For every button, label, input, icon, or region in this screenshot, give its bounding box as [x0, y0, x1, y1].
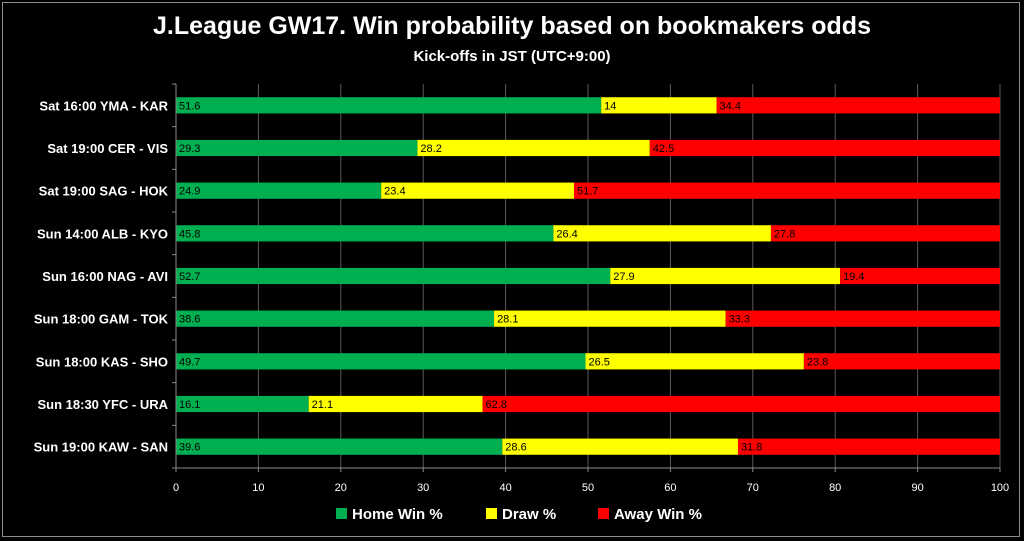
bar-segment — [840, 267, 1000, 285]
data-label: 31.8 — [741, 442, 762, 454]
x-tick-label: 20 — [335, 482, 347, 494]
legend: Home Win % Draw % Away Win % — [336, 506, 702, 523]
data-label: 29.3 — [179, 143, 200, 155]
data-label: 21.1 — [312, 399, 333, 411]
x-tick-label: 70 — [747, 482, 759, 494]
x-tick-label: 50 — [582, 482, 594, 494]
category-label: Sat 19:00 CER - VIS — [47, 141, 168, 156]
x-tick-label: 10 — [252, 482, 264, 494]
data-label: 34.4 — [720, 100, 741, 112]
data-label: 62.8 — [486, 399, 507, 411]
category-label: Sun 18:00 GAM - TOK — [34, 312, 169, 327]
bar-segment — [381, 182, 574, 199]
legend-label: Away Win % — [614, 506, 702, 523]
bar-segment — [176, 438, 503, 455]
chart-subtitle: Kick-offs in JST (UTC+9:00) — [413, 48, 611, 65]
data-label: 52.7 — [179, 271, 200, 283]
data-label: 45.8 — [179, 228, 200, 240]
legend-label: Draw % — [502, 506, 556, 523]
data-label: 27.8 — [774, 228, 795, 240]
bar-segment — [482, 395, 1000, 413]
bar-segment — [308, 395, 483, 413]
bar-segment — [770, 225, 1000, 242]
data-label: 19.4 — [843, 271, 864, 283]
data-label: 16.1 — [179, 399, 200, 411]
bar-segment — [716, 97, 1000, 114]
legend-swatch — [486, 508, 497, 519]
bar-segment — [417, 139, 650, 157]
bars: 51.6 14 34.4 29.3 28.2 42.5 24.9 23.4 51.7 45.8 26… — [176, 97, 1000, 455]
legend-swatch — [598, 508, 609, 519]
category-label: Sun 14:00 ALB - KYO — [37, 226, 168, 241]
bar-segment — [502, 438, 738, 455]
x-tick-label: 100 — [991, 482, 1009, 494]
data-label: 38.6 — [179, 314, 200, 326]
data-label: 24.9 — [179, 186, 200, 198]
data-label: 28.6 — [505, 442, 526, 454]
bar-segment — [610, 267, 841, 285]
data-label: 51.6 — [179, 100, 200, 112]
bar-segment — [176, 267, 611, 285]
bar-segment — [176, 395, 309, 413]
category-label: Sat 19:00 SAG - HOK — [39, 184, 169, 199]
bar-segment — [573, 182, 1000, 199]
data-label: 39.6 — [179, 442, 200, 454]
data-label: 49.7 — [179, 356, 200, 368]
data-label: 28.2 — [420, 143, 441, 155]
bar-segment — [494, 310, 726, 327]
x-tick-label: 60 — [664, 482, 676, 494]
category-label: Sun 18:00 KAS - SHO — [36, 354, 168, 369]
legend-swatch — [336, 508, 347, 519]
category-label: Sun 19:00 KAW - SAN — [34, 440, 168, 455]
bar-segment — [725, 310, 1000, 327]
x-tick-label: 30 — [417, 482, 429, 494]
data-label: 14 — [604, 100, 616, 112]
category-label: Sun 18:30 YFC - URA — [37, 397, 168, 412]
bar-segment — [737, 438, 1000, 455]
data-label: 26.4 — [556, 228, 577, 240]
bar-segment — [649, 139, 1000, 157]
bar-segment — [176, 225, 554, 242]
data-label: 33.3 — [729, 314, 750, 326]
bar-segment — [176, 139, 418, 157]
category-label: Sat 16:00 YMA - KAR — [39, 98, 168, 113]
bar-segment — [803, 353, 1000, 370]
data-label: 28.1 — [497, 314, 518, 326]
x-tick-label: 80 — [829, 482, 841, 494]
bar-segment — [176, 97, 602, 114]
data-label: 42.5 — [653, 143, 674, 155]
axes: 0 10 20 30 40 50 60 70 80 90 100 Sat 16:00 YMA - KA… — [34, 83, 1009, 494]
data-label: 51.7 — [577, 186, 598, 198]
x-tick-label: 0 — [173, 482, 179, 494]
bar-segment — [176, 310, 495, 327]
x-tick-label: 90 — [911, 482, 923, 494]
chart-title: J.League GW17. Win probability based on … — [153, 12, 871, 40]
category-label: Sun 16:00 NAG - AVI — [42, 269, 168, 284]
bar-segment — [601, 97, 717, 114]
data-label: 23.8 — [807, 356, 828, 368]
bar-segment — [176, 353, 586, 370]
bar-segment — [553, 225, 771, 242]
data-label: 26.5 — [589, 356, 610, 368]
bar-segment — [176, 182, 382, 199]
x-tick-label: 40 — [499, 482, 511, 494]
legend-label: Home Win % — [352, 506, 443, 523]
bar-segment — [585, 353, 804, 370]
data-label: 27.9 — [613, 271, 634, 283]
data-label: 23.4 — [384, 186, 405, 198]
